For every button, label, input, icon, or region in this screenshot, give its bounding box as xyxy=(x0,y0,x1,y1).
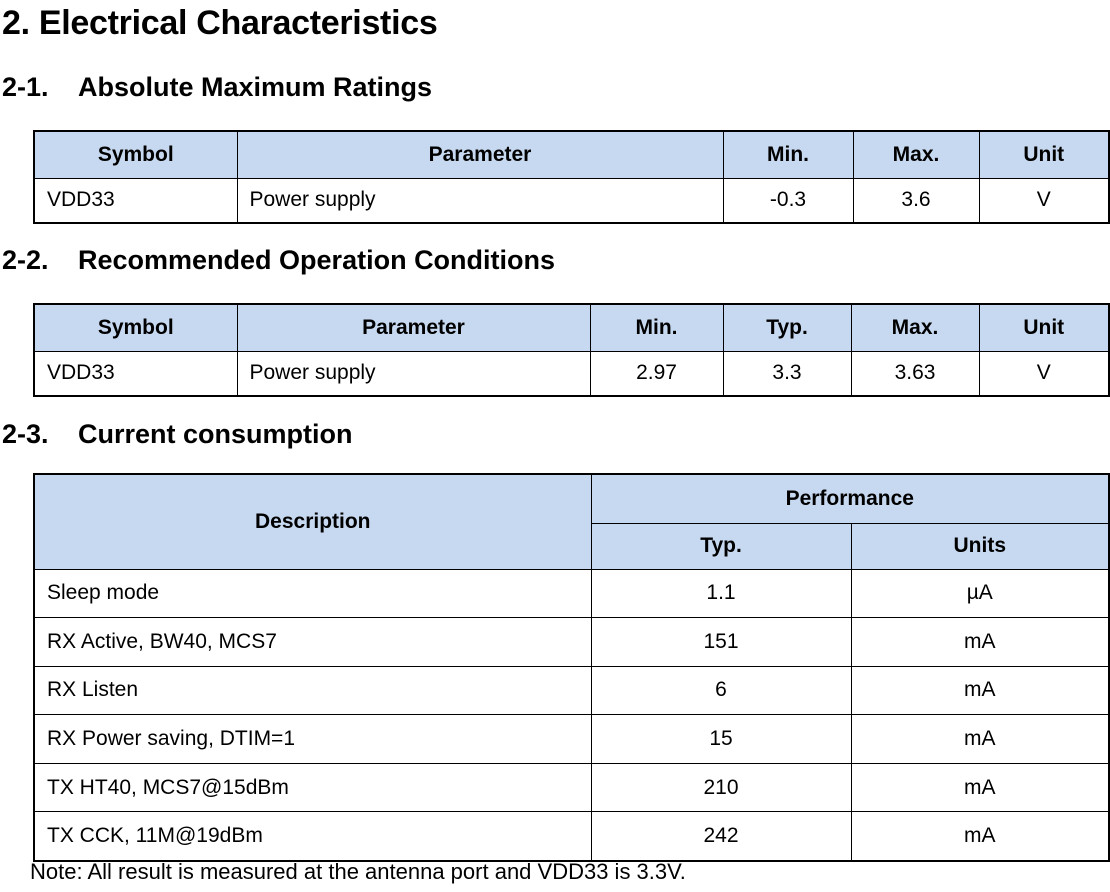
section-title: Current consumption xyxy=(78,419,353,449)
typ-cell: 151 xyxy=(590,617,852,667)
typ-cell: 1.1 xyxy=(590,568,852,619)
column-header: Parameter xyxy=(236,303,591,352)
column-header: Typ. xyxy=(722,303,852,352)
typ-cell: 210 xyxy=(590,762,852,813)
current-consumption-table: Description Performance Typ. Units Sleep… xyxy=(33,473,1110,862)
typ-cell: 3.3 xyxy=(722,350,852,397)
table-row: TX HT40, MCS7@15dBm 210 mA xyxy=(33,762,1110,813)
units-cell: mA xyxy=(850,665,1110,716)
description-column-header: Description xyxy=(33,473,592,570)
table-subheader-row: Typ. Units xyxy=(34,522,1110,570)
section-number: 2-1. xyxy=(2,72,49,102)
absolute-maximum-ratings-table: Symbol Parameter Min. Max. Unit VDD33 Po… xyxy=(33,130,1110,224)
section-heading-recommended-operation-conditions: 2-2. Recommended Operation Conditions xyxy=(2,245,555,276)
units-cell: mA xyxy=(850,617,1110,667)
description-cell: RX Listen xyxy=(33,665,592,716)
section-heading-current-consumption: 2-3. Current consumption xyxy=(2,419,353,450)
symbol-cell: VDD33 xyxy=(33,177,238,224)
section-title: Absolute Maximum Ratings xyxy=(78,72,433,102)
table-header-row: Description Performance xyxy=(33,473,1110,570)
table-row: RX Active, BW40, MCS7 151 mA xyxy=(33,617,1110,667)
units-column-header: Units xyxy=(850,522,1110,570)
unit-cell: V xyxy=(978,177,1110,224)
symbol-cell: VDD33 xyxy=(33,350,238,397)
column-header: Symbol xyxy=(33,303,238,352)
table-row: VDD33 Power supply 2.97 3.3 3.63 V xyxy=(33,350,1110,397)
column-header: Min. xyxy=(722,130,854,179)
recommended-operation-conditions-table: Symbol Parameter Min. Typ. Max. Unit VDD… xyxy=(33,303,1110,397)
parameter-cell: Power supply xyxy=(236,177,724,224)
column-header: Max. xyxy=(852,130,980,179)
footnote: Note: All result is measured at the ante… xyxy=(30,859,686,884)
min-cell: -0.3 xyxy=(722,177,854,224)
section-number: 2-2. xyxy=(2,245,49,275)
typ-column-header: Typ. xyxy=(590,522,852,570)
description-cell: TX CCK, 11M@19dBm xyxy=(33,811,592,862)
column-header: Symbol xyxy=(33,130,238,179)
typ-cell: 15 xyxy=(590,714,852,764)
section-heading-absolute-maximum-ratings: 2-1. Absolute Maximum Ratings xyxy=(2,72,432,103)
section-number: 2-3. xyxy=(2,419,49,449)
description-cell: Sleep mode xyxy=(33,568,592,619)
typ-cell: 6 xyxy=(590,665,852,716)
table-row: RX Listen 6 mA xyxy=(33,665,1110,716)
unit-cell: V xyxy=(978,350,1110,397)
description-cell: RX Power saving, DTIM=1 xyxy=(33,714,592,764)
table-row: Sleep mode 1.1 µA xyxy=(33,568,1110,619)
min-cell: 2.97 xyxy=(589,350,724,397)
page-title: 2. Electrical Characteristics xyxy=(2,4,438,42)
column-header: Unit xyxy=(978,130,1110,179)
description-cell: RX Active, BW40, MCS7 xyxy=(33,617,592,667)
max-cell: 3.6 xyxy=(852,177,980,224)
section-title: Recommended Operation Conditions xyxy=(78,245,556,275)
table-row: VDD33 Power supply -0.3 3.6 V xyxy=(33,177,1110,224)
parameter-cell: Power supply xyxy=(236,350,591,397)
table-row: TX CCK, 11M@19dBm 242 mA xyxy=(33,811,1110,862)
column-header: Parameter xyxy=(236,130,724,179)
typ-cell: 242 xyxy=(590,811,852,862)
table-header-row: Symbol Parameter Min. Typ. Max. Unit xyxy=(33,303,1110,352)
column-header: Min. xyxy=(589,303,724,352)
description-cell: TX HT40, MCS7@15dBm xyxy=(33,762,592,813)
units-cell: µA xyxy=(850,568,1110,619)
units-cell: mA xyxy=(850,714,1110,764)
max-cell: 3.63 xyxy=(850,350,980,397)
units-cell: mA xyxy=(850,762,1110,813)
table-row: RX Power saving, DTIM=1 15 mA xyxy=(33,714,1110,764)
table-header-row: Symbol Parameter Min. Max. Unit xyxy=(33,130,1110,179)
performance-group-header: Performance xyxy=(590,473,1110,524)
column-header: Unit xyxy=(978,303,1110,352)
units-cell: mA xyxy=(850,811,1110,862)
column-header: Max. xyxy=(850,303,980,352)
